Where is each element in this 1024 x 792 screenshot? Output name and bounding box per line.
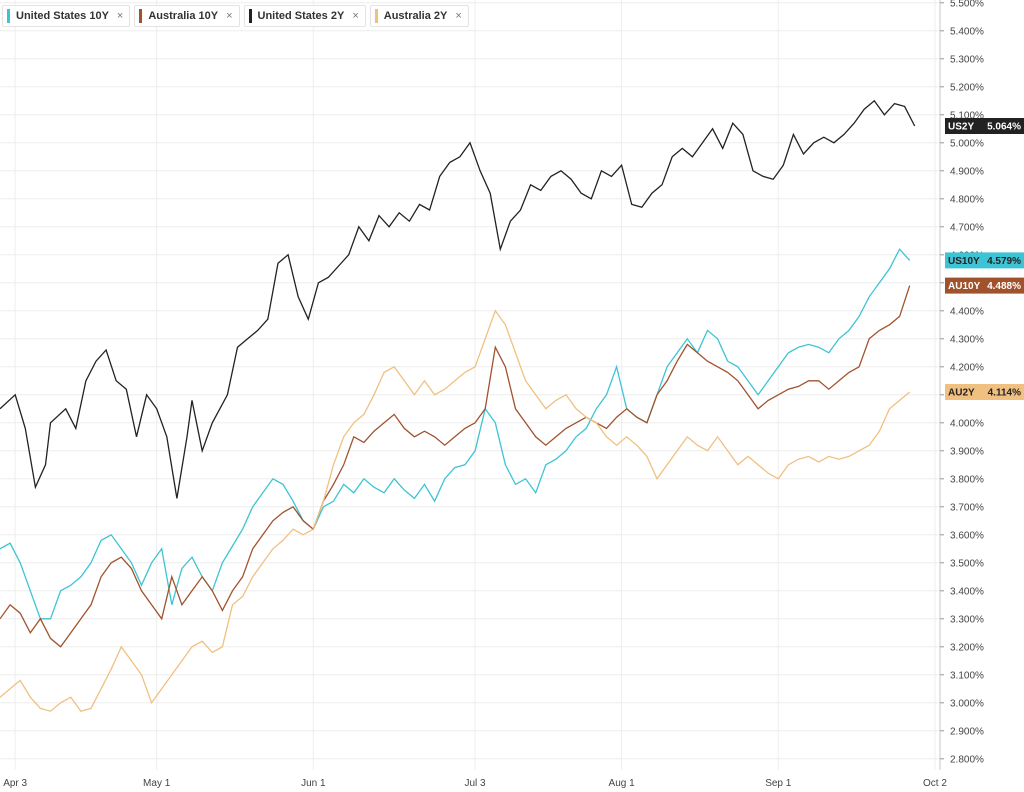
x-tick-label: Jun 1 xyxy=(301,778,326,789)
y-tick-label: 3.800% xyxy=(950,474,984,485)
legend-swatch xyxy=(7,9,10,23)
legend: United States 10Y × Australia 10Y × United S… xyxy=(2,5,469,27)
badge-value: 5.064% xyxy=(987,122,1021,133)
badge-bg xyxy=(945,118,1024,134)
x-tick-label: Jul 3 xyxy=(464,778,486,789)
y-tick-label: 5.500% xyxy=(950,0,984,9)
badge-bg xyxy=(945,277,1024,294)
legend-swatch xyxy=(248,9,252,23)
y-tick-label: 5.200% xyxy=(950,82,984,93)
y-tick-label: 4.800% xyxy=(950,194,984,205)
y-tick-label: 3.100% xyxy=(950,670,984,681)
y-tick-label: 3.000% xyxy=(950,698,984,709)
badge-au2y: AU2Y 4.114% xyxy=(945,384,1024,400)
series-line-us2y xyxy=(0,99,916,499)
y-axis-ticks: 2.800% 2.900% 3.000% 3.100% 3.200% 3.300% 3.40… xyxy=(940,0,984,765)
x-tick-label: Aug 1 xyxy=(609,778,636,789)
badge-au10y: AU10Y 4.488% xyxy=(945,277,1024,294)
y-tick-label: 5.000% xyxy=(950,138,984,149)
y-tick-label: 3.900% xyxy=(950,446,984,457)
badge-bg xyxy=(945,384,1024,400)
legend-swatch xyxy=(139,9,143,23)
x-tick-label: Oct 2 xyxy=(923,778,947,789)
legend-chip-0[interactable]: United States 10Y × xyxy=(2,5,131,27)
legend-chip-3[interactable]: Australia 2Y × xyxy=(369,5,469,27)
grid xyxy=(0,0,940,770)
close-icon[interactable]: × xyxy=(352,10,359,22)
badge-value: 4.579% xyxy=(987,256,1021,267)
legend-label: Australia 10Y xyxy=(148,10,219,22)
y-tick-label: 3.500% xyxy=(950,558,984,569)
y-tick-label: 5.400% xyxy=(950,26,984,37)
y-tick-label: 2.900% xyxy=(950,726,984,737)
series-line-au10y xyxy=(0,285,911,648)
series-layer xyxy=(0,99,916,712)
y-tick-label: 2.800% xyxy=(950,754,984,765)
y-tick-label: 4.000% xyxy=(950,418,984,429)
series-line-us10y xyxy=(0,248,911,620)
legend-label: United States 10Y xyxy=(16,10,109,22)
y-tick-label: 3.600% xyxy=(950,530,984,541)
badge-value: 4.114% xyxy=(988,388,1021,399)
y-tick-label: 4.900% xyxy=(950,166,984,177)
y-tick-label: 3.200% xyxy=(950,642,984,653)
y-tick-label: 4.700% xyxy=(950,222,984,233)
y-tick-label: 4.300% xyxy=(950,334,984,345)
legend-label: Australia 2Y xyxy=(383,10,448,22)
legend-label: United States 2Y xyxy=(257,10,345,22)
y-tick-label: 4.200% xyxy=(950,362,984,373)
legend-swatch xyxy=(374,9,378,23)
close-icon[interactable]: × xyxy=(116,10,124,22)
y-tick-label: 3.400% xyxy=(950,586,984,597)
close-icon[interactable]: × xyxy=(226,10,233,22)
last-value-badges: US2Y 5.064% US10Y 4.579% AU10Y 4.488% AU2Y 4.11… xyxy=(945,118,1024,400)
y-tick-label: 5.100% xyxy=(950,110,984,121)
x-tick-label: Apr 3 xyxy=(3,778,27,789)
badge-name: US2Y xyxy=(948,122,974,133)
badge-us2y: US2Y 5.064% xyxy=(945,118,1024,134)
y-tick-label: 3.700% xyxy=(950,502,984,513)
badge-us10y: US10Y 4.579% xyxy=(945,252,1024,269)
y-tick-label: 3.300% xyxy=(950,614,984,625)
x-tick-label: Sep 1 xyxy=(765,778,792,789)
x-axis-ticks: Apr 3 May 1 Jun 1 Jul 3 Aug 1 Sep 1 Oct 2 xyxy=(3,778,947,789)
legend-chip-1[interactable]: Australia 10Y × xyxy=(134,5,240,27)
badge-name: US10Y xyxy=(948,256,980,267)
legend-chip-2[interactable]: United States 2Y × xyxy=(243,5,366,27)
badge-value: 4.488% xyxy=(987,281,1021,292)
y-tick-label: 5.300% xyxy=(950,54,984,65)
badge-name: AU2Y xyxy=(948,388,975,399)
series-line-au2y xyxy=(0,309,911,712)
badge-name: AU10Y xyxy=(948,281,981,292)
y-tick-label: 4.400% xyxy=(950,306,984,317)
close-icon[interactable]: × xyxy=(455,10,462,22)
badge-bg xyxy=(945,252,1024,269)
x-tick-label: May 1 xyxy=(143,778,171,789)
